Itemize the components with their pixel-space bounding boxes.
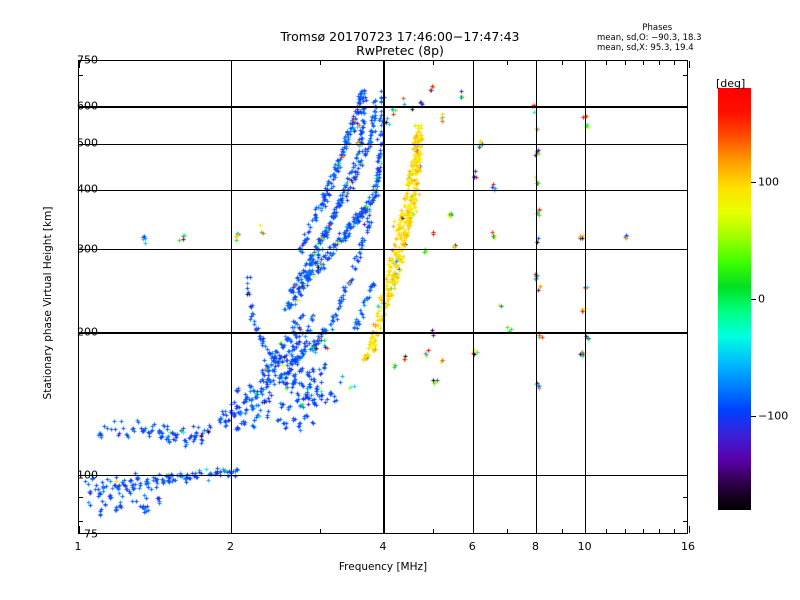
x-tick <box>472 526 474 533</box>
phase-stats-x-line: mean, sd,X: 95.3, 19.4 <box>597 43 694 54</box>
colorbar-tick-label: 100 <box>758 175 779 189</box>
y-gridline <box>79 106 687 108</box>
x-tick <box>642 61 644 65</box>
x-tick <box>231 61 233 68</box>
y-tick-label: 400 <box>77 182 98 196</box>
y-tick <box>680 143 687 146</box>
x-tick-label: 4 <box>379 540 387 553</box>
x-tick <box>674 529 676 533</box>
x-tick <box>432 61 434 65</box>
y-axis-title: Stationary phase Virtual Height [km] <box>42 206 54 400</box>
x-gridline <box>472 61 474 533</box>
x-tick <box>536 61 538 68</box>
y-tick <box>680 249 687 251</box>
x-axis-title: Frequency [MHz] <box>338 561 428 573</box>
plot-area <box>78 60 690 535</box>
x-tick <box>642 529 644 533</box>
colorbar-tick <box>751 181 756 183</box>
x-gridline <box>230 61 233 533</box>
colorbar-tick-label: −100 <box>758 409 789 423</box>
plot-title: Tromsø 20170723 17:46:00−17:47:43 <box>280 29 520 44</box>
y-tick <box>683 521 687 523</box>
colorbar-tick <box>751 299 756 301</box>
x-tick-label: 10 <box>577 540 592 553</box>
x-tick <box>659 529 661 533</box>
y-tick <box>79 74 83 76</box>
y-gridline <box>79 332 687 334</box>
y-tick-label: 750 <box>77 53 98 67</box>
y-tick-label: 300 <box>77 242 98 256</box>
x-gridline <box>383 61 385 533</box>
x-tick <box>625 61 627 65</box>
x-tick <box>659 61 661 65</box>
y-tick <box>79 106 86 108</box>
x-tick <box>606 529 608 533</box>
phase-stats-o-line: mean, sd,O: −90.3, 18.3 <box>597 33 702 44</box>
y-tick <box>79 189 86 191</box>
x-tick <box>231 526 233 533</box>
x-tick <box>561 61 563 65</box>
x-tick <box>585 526 587 533</box>
x-tick <box>506 61 508 65</box>
y-tick <box>79 332 86 334</box>
x-tick <box>506 529 508 533</box>
x-tick <box>561 529 563 533</box>
y-gridline <box>79 143 687 146</box>
y-tick-label: 600 <box>77 99 98 113</box>
y-tick <box>79 249 86 251</box>
y-tick <box>680 332 687 334</box>
x-tick <box>625 529 627 533</box>
y-gridline <box>79 475 687 477</box>
colorbar-tick <box>751 416 756 418</box>
y-tick <box>79 475 86 477</box>
x-tick <box>606 61 608 65</box>
x-tick <box>383 526 385 533</box>
x-tick-label: 6 <box>468 540 476 553</box>
x-tick <box>78 61 80 68</box>
y-tick <box>680 189 687 191</box>
phase-stats-block: Phases mean, sd,O: −90.3, 18.3 mean, sd,… <box>597 23 702 54</box>
x-tick <box>688 526 690 533</box>
x-tick <box>536 526 538 533</box>
y-tick <box>79 521 83 523</box>
y-tick <box>680 475 687 477</box>
y-tick-label: 100 <box>77 468 98 482</box>
plot-subtitle: RwPretec (8p) <box>356 43 444 58</box>
x-tick-label: 1 <box>74 540 82 553</box>
x-tick <box>78 526 80 533</box>
y-gridline <box>79 189 687 191</box>
colorbar-gradient <box>718 88 751 510</box>
x-tick <box>688 61 690 68</box>
x-tick-label: 2 <box>227 540 234 553</box>
y-tick-label: 500 <box>77 136 98 150</box>
y-tick <box>79 143 86 146</box>
colorbar-tick-label: 0 <box>758 292 765 306</box>
y-gridline <box>79 249 687 251</box>
phase-stats-header: Phases <box>642 23 673 33</box>
x-gridline <box>584 61 587 533</box>
y-tick-label: 200 <box>77 325 98 339</box>
x-tick <box>383 61 385 68</box>
x-tick <box>432 529 434 533</box>
y-tick <box>683 74 687 76</box>
colorbar-unit-label: [deg] <box>716 77 746 90</box>
x-tick-label: 16 <box>681 540 695 553</box>
x-tick <box>674 61 676 65</box>
colorbar <box>718 88 751 510</box>
y-tick-label: 75 <box>84 527 98 541</box>
y-tick <box>683 496 687 499</box>
x-tick <box>320 529 322 533</box>
x-tick <box>472 61 474 68</box>
x-gridline <box>535 61 538 533</box>
x-tick-label: 8 <box>532 540 539 553</box>
x-tick <box>320 61 322 65</box>
y-tick <box>79 496 83 499</box>
x-tick <box>585 61 587 68</box>
y-tick <box>680 106 687 108</box>
